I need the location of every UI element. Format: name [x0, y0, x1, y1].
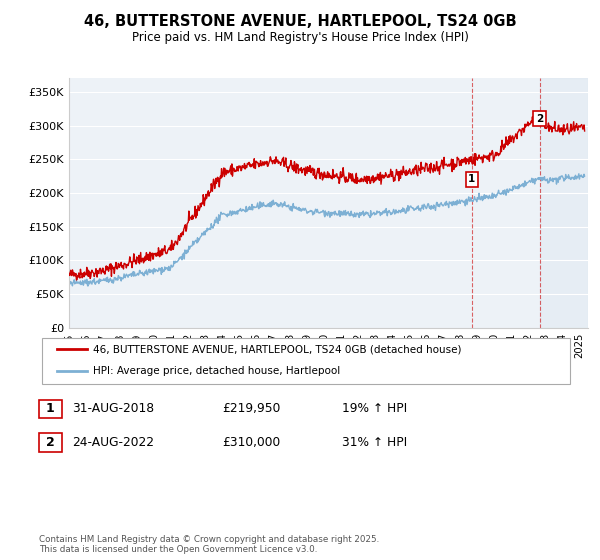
Bar [539, 78, 588, 328]
Text: 31% ↑ HPI: 31% ↑ HPI [342, 436, 407, 449]
Text: 31-AUG-2018: 31-AUG-2018 [72, 402, 154, 416]
Text: Contains HM Land Registry data © Crown copyright and database right 2025.
This d: Contains HM Land Registry data © Crown c… [39, 535, 379, 554]
Text: 2: 2 [46, 436, 55, 449]
Text: 1: 1 [468, 175, 475, 184]
Text: 2: 2 [536, 114, 543, 124]
Text: £219,950: £219,950 [222, 402, 280, 416]
Text: 1: 1 [46, 402, 55, 416]
Text: 46, BUTTERSTONE AVENUE, HARTLEPOOL, TS24 0GB: 46, BUTTERSTONE AVENUE, HARTLEPOOL, TS24… [83, 14, 517, 29]
Text: 24-AUG-2022: 24-AUG-2022 [72, 436, 154, 449]
Text: 46, BUTTERSTONE AVENUE, HARTLEPOOL, TS24 0GB (detached house): 46, BUTTERSTONE AVENUE, HARTLEPOOL, TS24… [93, 344, 461, 354]
Text: £310,000: £310,000 [222, 436, 280, 449]
Text: HPI: Average price, detached house, Hartlepool: HPI: Average price, detached house, Hart… [93, 366, 340, 376]
Text: 19% ↑ HPI: 19% ↑ HPI [342, 402, 407, 416]
Text: Price paid vs. HM Land Registry's House Price Index (HPI): Price paid vs. HM Land Registry's House … [131, 31, 469, 44]
